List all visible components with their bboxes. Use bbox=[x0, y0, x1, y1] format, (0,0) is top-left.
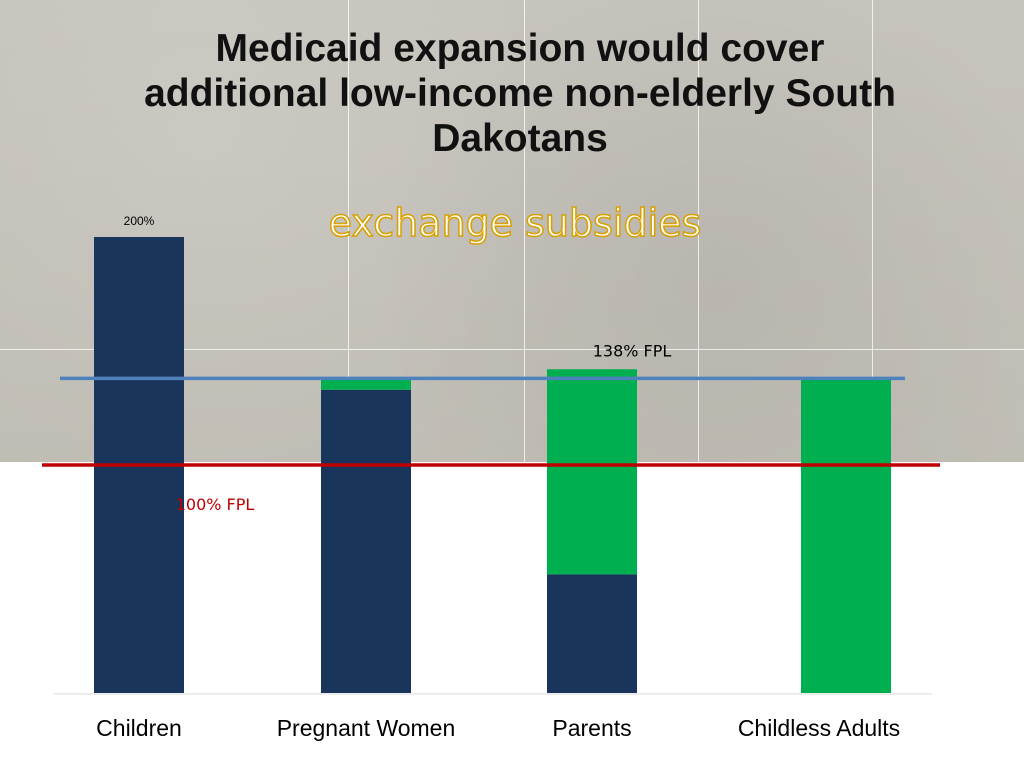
background-gridline bbox=[872, 0, 873, 462]
background-gridline bbox=[348, 0, 349, 462]
x-tick-label: Parents bbox=[552, 715, 631, 741]
data-label-children: 200% bbox=[124, 214, 155, 228]
x-tick-label: Pregnant Women bbox=[277, 715, 456, 741]
x-tick-label: Children bbox=[96, 715, 182, 741]
slide-title: Medicaid expansion would cover additiona… bbox=[144, 27, 896, 160]
bar-pregnant-women-segment-2 bbox=[321, 378, 411, 390]
background-gridline bbox=[524, 0, 525, 462]
slide-subtitle: exchange subsidies bbox=[328, 200, 702, 246]
bar-parents-segment-2 bbox=[547, 369, 637, 575]
bar-childless-adults-segment-2 bbox=[801, 378, 891, 693]
reference-label-100: 100% FPL bbox=[176, 495, 255, 514]
x-tick-label: Childless Adults bbox=[738, 715, 900, 741]
background-gridline bbox=[0, 349, 1024, 350]
reference-label-138: 138% FPL bbox=[593, 341, 672, 360]
bar-parents-segment-1 bbox=[547, 574, 637, 693]
background-gridline bbox=[698, 0, 699, 462]
bar-pregnant-women-segment-1 bbox=[321, 389, 411, 693]
